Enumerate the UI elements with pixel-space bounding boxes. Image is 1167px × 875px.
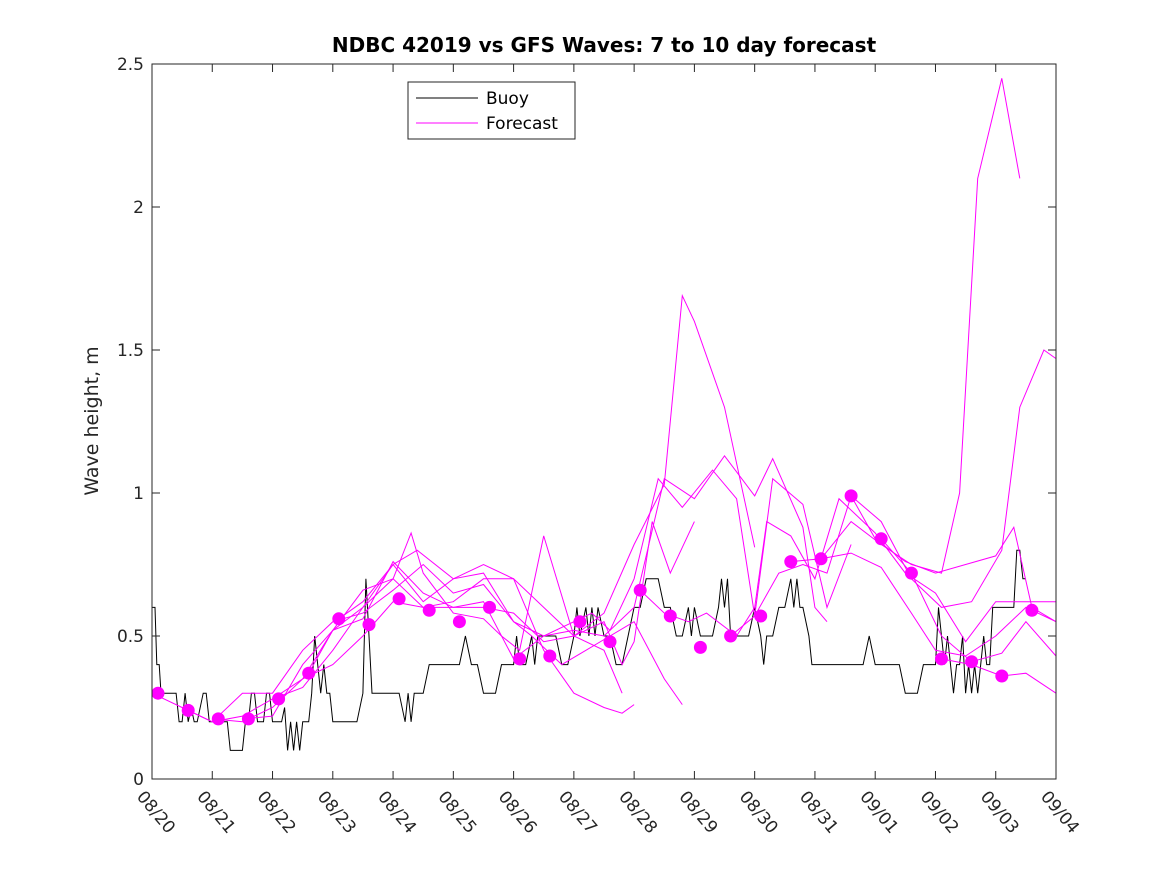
chart-title: NDBC 42019 vs GFS Waves: 7 to 10 day for…: [332, 33, 877, 57]
forecast-marker-11: [452, 615, 466, 629]
forecast-line-11: [820, 552, 1057, 657]
forecast-line-8: [639, 497, 1056, 643]
forecast-marker-28: [965, 655, 979, 669]
y-tick-label: 2: [133, 198, 144, 218]
forecast-marker-6: [302, 666, 316, 680]
legend-box: [407, 81, 576, 140]
forecast-line-12: [850, 349, 1057, 608]
forecast-marker-8: [362, 618, 376, 632]
forecast-marker-16: [603, 635, 617, 649]
forecast-line-10: [790, 78, 1021, 574]
x-tick-label: 09/01: [855, 787, 902, 837]
y-tick-label: 2.5: [117, 55, 144, 75]
forecast-marker-24: [844, 489, 858, 503]
forecast-marker-10: [422, 603, 436, 617]
x-tick-label: 08/31: [795, 787, 842, 837]
forecast-marker-4: [241, 712, 255, 726]
forecast-line-7: [338, 469, 852, 637]
axes-box: [151, 63, 1057, 780]
x-tick-label: 09/02: [916, 787, 963, 837]
x-tick-label: 08/22: [253, 787, 300, 837]
plot-area: [151, 78, 1057, 751]
forecast-marker-27: [935, 652, 948, 666]
x-tick-label: 08/26: [494, 787, 541, 837]
x-tick-label: 08/23: [313, 787, 360, 837]
forecast-marker-17: [633, 583, 647, 597]
y-tick-label: 1.5: [117, 341, 144, 361]
forecast-marker-29: [995, 669, 1009, 683]
forecast-marker-3: [211, 712, 225, 726]
forecast-marker-30: [1025, 603, 1039, 617]
x-tick-label: 08/24: [373, 787, 420, 837]
x-tick-label: 09/03: [976, 787, 1023, 837]
axes: 0 0.5 1 1.5 2 2.5 08/20 08/21 08/22 08/23 08/24 08/…: [117, 55, 1083, 838]
x-tick-label: 08/28: [614, 787, 661, 837]
x-tick-label: 08/30: [735, 787, 782, 837]
forecast-marker-2: [181, 703, 195, 717]
forecast-marker-21: [754, 609, 768, 623]
legend: Buoy Forecast: [407, 81, 576, 140]
y-tick-label: 0: [133, 770, 144, 790]
forecast-marker-20: [724, 629, 738, 643]
forecast-line-9: [730, 494, 1057, 637]
forecast-marker-12: [483, 600, 496, 614]
forecast-marker-1: [151, 686, 165, 700]
forecast-marker-22: [784, 555, 798, 569]
x-tick-label: 09/04: [1036, 787, 1083, 837]
forecast-line-3: [212, 578, 635, 723]
forecast-marker-13: [513, 652, 527, 666]
forecast-marker-26: [904, 566, 918, 580]
legend-forecast-label: Forecast: [486, 114, 558, 134]
forecast-marker-19: [693, 640, 707, 654]
x-tick-label: 08/25: [434, 787, 481, 837]
x-tick-label: 08/21: [192, 787, 239, 837]
x-tick-label: 08/20: [132, 787, 179, 837]
y-tick-label: 0.5: [117, 627, 144, 647]
buoy-series-line: [152, 549, 1026, 751]
x-tick-label: 08/27: [554, 787, 601, 837]
x-tick-label: 08/29: [675, 787, 722, 837]
forecast-line-6: [308, 454, 828, 674]
forecast-line-4: [242, 521, 695, 720]
forecast-line-5: [272, 293, 756, 700]
forecast-marker-5: [272, 692, 286, 706]
forecast-marker-15: [573, 615, 587, 629]
forecast-marker-18: [663, 609, 677, 623]
forecast-marker-14: [543, 649, 557, 663]
forecast-marker-9: [392, 592, 406, 606]
y-tick-label: 1: [133, 484, 144, 504]
legend-buoy-label: Buoy: [486, 89, 529, 109]
forecast-marker-23: [814, 552, 828, 566]
forecast-marker-25: [874, 532, 888, 546]
forecast-marker-7: [332, 612, 346, 626]
y-axis-label: Wave height, m: [81, 346, 103, 495]
